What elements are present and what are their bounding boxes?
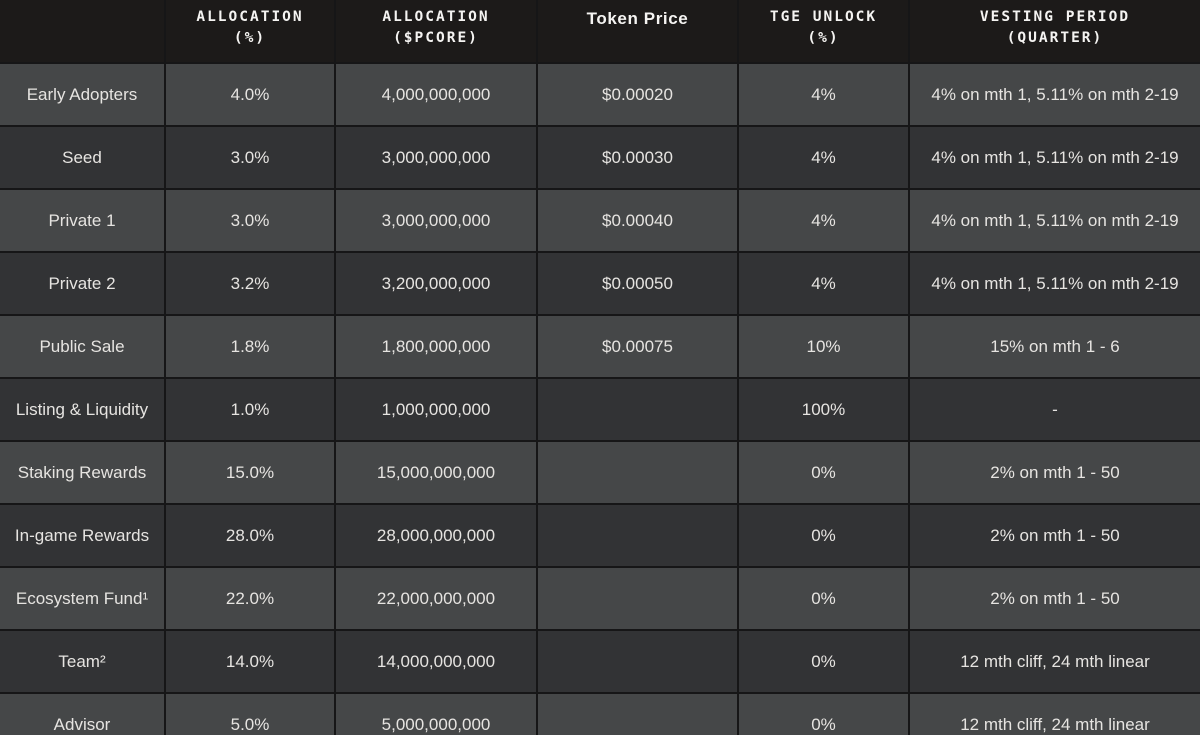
- cell-token-price: [538, 442, 737, 503]
- cell-vesting: 15% on mth 1 - 6: [910, 316, 1200, 377]
- cell-token-price: $0.00075: [538, 316, 737, 377]
- cell-token-price: $0.00030: [538, 127, 737, 188]
- row-label: Staking Rewards: [0, 442, 164, 503]
- cell-tge-unlock: 0%: [739, 694, 908, 735]
- cell-tge-unlock: 4%: [739, 127, 908, 188]
- cell-tge-unlock: 4%: [739, 253, 908, 314]
- cell-allocation-pcore: 3,000,000,000: [336, 190, 536, 251]
- cell-allocation-pct: 15.0%: [166, 442, 334, 503]
- cell-allocation-pcore: 22,000,000,000: [336, 568, 536, 629]
- header-token-price: Token Price: [538, 0, 737, 62]
- cell-tge-unlock: 100%: [739, 379, 908, 440]
- cell-allocation-pcore: 5,000,000,000: [336, 694, 536, 735]
- cell-allocation-pcore: 15,000,000,000: [336, 442, 536, 503]
- cell-allocation-pct: 3.0%: [166, 127, 334, 188]
- cell-token-price: [538, 631, 737, 692]
- cell-allocation-pcore: 4,000,000,000: [336, 64, 536, 125]
- cell-allocation-pct: 3.0%: [166, 190, 334, 251]
- cell-tge-unlock: 4%: [739, 64, 908, 125]
- row-label: Private 2: [0, 253, 164, 314]
- cell-vesting: 2% on mth 1 - 50: [910, 568, 1200, 629]
- cell-vesting: -: [910, 379, 1200, 440]
- cell-allocation-pct: 3.2%: [166, 253, 334, 314]
- row-label: Team²: [0, 631, 164, 692]
- cell-allocation-pct: 22.0%: [166, 568, 334, 629]
- cell-vesting: 2% on mth 1 - 50: [910, 442, 1200, 503]
- cell-allocation-pct: 28.0%: [166, 505, 334, 566]
- cell-vesting: 4% on mth 1, 5.11% on mth 2-19: [910, 190, 1200, 251]
- header-tge-unlock: TGE UNLOCK (%): [739, 0, 908, 62]
- cell-vesting: 12 mth cliff, 24 mth linear: [910, 631, 1200, 692]
- cell-tge-unlock: 0%: [739, 568, 908, 629]
- cell-token-price: [538, 568, 737, 629]
- cell-allocation-pct: 1.0%: [166, 379, 334, 440]
- cell-allocation-pcore: 3,000,000,000: [336, 127, 536, 188]
- row-label: Private 1: [0, 190, 164, 251]
- row-label: Ecosystem Fund¹: [0, 568, 164, 629]
- cell-allocation-pcore: 28,000,000,000: [336, 505, 536, 566]
- header-allocation-pcore: ALLOCATION ($PCORE): [336, 0, 536, 62]
- cell-allocation-pct: 1.8%: [166, 316, 334, 377]
- row-label: In-game Rewards: [0, 505, 164, 566]
- row-label: Listing & Liquidity: [0, 379, 164, 440]
- cell-vesting: 2% on mth 1 - 50: [910, 505, 1200, 566]
- cell-allocation-pct: 5.0%: [166, 694, 334, 735]
- cell-vesting: 12 mth cliff, 24 mth linear: [910, 694, 1200, 735]
- cell-vesting: 4% on mth 1, 5.11% on mth 2-19: [910, 253, 1200, 314]
- cell-allocation-pcore: 1,000,000,000: [336, 379, 536, 440]
- cell-tge-unlock: 0%: [739, 442, 908, 503]
- cell-token-price: [538, 379, 737, 440]
- cell-token-price: [538, 505, 737, 566]
- cell-token-price: $0.00040: [538, 190, 737, 251]
- cell-tge-unlock: 4%: [739, 190, 908, 251]
- cell-tge-unlock: 10%: [739, 316, 908, 377]
- header-allocation-pct: ALLOCATION (%): [166, 0, 334, 62]
- cell-token-price: $0.00020: [538, 64, 737, 125]
- cell-token-price: [538, 694, 737, 735]
- cell-allocation-pcore: 3,200,000,000: [336, 253, 536, 314]
- cell-vesting: 4% on mth 1, 5.11% on mth 2-19: [910, 127, 1200, 188]
- cell-tge-unlock: 0%: [739, 505, 908, 566]
- cell-vesting: 4% on mth 1, 5.11% on mth 2-19: [910, 64, 1200, 125]
- header-vesting-period: VESTING PERIOD (QUARTER): [910, 0, 1200, 62]
- cell-tge-unlock: 0%: [739, 631, 908, 692]
- cell-allocation-pcore: 1,800,000,000: [336, 316, 536, 377]
- row-label: Public Sale: [0, 316, 164, 377]
- row-label: Early Adopters: [0, 64, 164, 125]
- row-label: Seed: [0, 127, 164, 188]
- row-label: Advisor: [0, 694, 164, 735]
- header-row-label: [0, 0, 164, 62]
- cell-allocation-pct: 4.0%: [166, 64, 334, 125]
- cell-token-price: $0.00050: [538, 253, 737, 314]
- cell-allocation-pcore: 14,000,000,000: [336, 631, 536, 692]
- cell-allocation-pct: 14.0%: [166, 631, 334, 692]
